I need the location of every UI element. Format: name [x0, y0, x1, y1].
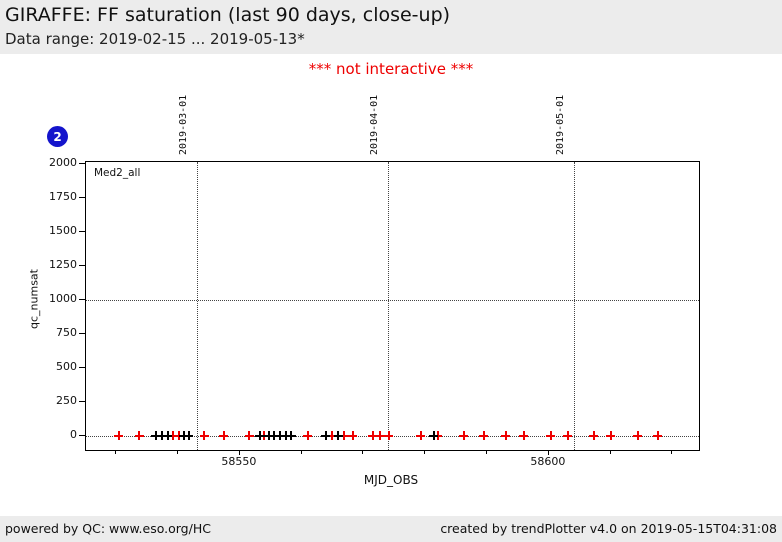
data-point-marker — [275, 431, 285, 441]
y-tick — [79, 163, 85, 165]
date-gridline — [573, 162, 575, 450]
y-tick-label: 1750 — [49, 190, 77, 204]
x-tick — [362, 450, 364, 454]
plot-canvas: Med2_all — [85, 161, 700, 451]
x-tick — [486, 450, 488, 454]
x-tick — [424, 450, 426, 454]
y-tick-label: 1000 — [49, 292, 77, 306]
footer-powered-by: powered by QC: www.eso.org/HC — [5, 521, 211, 536]
data-point-marker — [168, 431, 178, 441]
y-tick — [79, 231, 85, 233]
data-point-marker — [348, 431, 358, 441]
data-point-marker — [589, 431, 599, 441]
data-point-marker — [501, 431, 511, 441]
y-tick — [79, 333, 85, 334]
y-tick-label: 500 — [56, 360, 77, 373]
data-point-marker — [269, 431, 279, 441]
data-range: Data range: 2019-02-15 ... 2019-05-13* — [5, 30, 305, 48]
h-gridline — [86, 300, 699, 302]
y-tick-label: 250 — [56, 394, 77, 407]
y-tick — [79, 197, 85, 199]
data-point-marker — [179, 431, 189, 441]
x-tick — [300, 450, 302, 454]
date-gridline — [388, 162, 390, 450]
data-point-marker — [327, 431, 337, 441]
data-point-marker — [563, 431, 573, 441]
y-tick-label: 1500 — [49, 224, 77, 238]
data-point-marker — [479, 431, 489, 441]
x-tick — [177, 450, 179, 454]
data-point-marker — [459, 431, 469, 441]
not-interactive-note: *** not interactive *** — [308, 60, 474, 78]
data-point-marker — [151, 431, 161, 441]
data-point-marker — [286, 431, 296, 441]
page-title: GIRAFFE: FF saturation (last 90 days, cl… — [5, 4, 451, 26]
data-point-marker — [653, 431, 663, 441]
data-point-marker — [157, 431, 167, 441]
data-point-marker — [368, 431, 378, 441]
data-point-marker — [281, 431, 291, 441]
y-tick — [79, 299, 85, 301]
x-tick-label: 58600 — [530, 455, 566, 468]
data-point-marker — [375, 431, 385, 441]
y-tick — [79, 367, 85, 368]
data-point-marker — [519, 431, 528, 441]
data-point-marker — [333, 431, 343, 441]
x-major-tick — [547, 450, 549, 455]
data-point-marker — [114, 431, 124, 441]
x-tick — [609, 450, 611, 454]
data-point-marker — [184, 431, 194, 441]
data-point-marker — [255, 431, 265, 441]
x-major-tick — [238, 450, 240, 455]
y-tick-label: 1250 — [49, 258, 77, 272]
page-header: GIRAFFE: FF saturation (last 90 days, cl… — [0, 0, 782, 54]
page-footer: powered by QC: www.eso.org/HC created by… — [0, 516, 782, 542]
legend-label: Med2_all — [94, 167, 141, 179]
data-point-marker — [416, 431, 426, 441]
date-tick-label: 2019-05-01 — [554, 94, 566, 155]
date-tick-label: 2019-03-01 — [177, 94, 189, 155]
data-point-marker — [606, 431, 616, 441]
data-point-marker — [163, 431, 173, 441]
date-tick-label: 2019-04-01 — [369, 94, 381, 155]
plot-number-badge[interactable]: 2 — [47, 126, 68, 147]
y-tick — [79, 434, 85, 436]
y-tick — [79, 265, 85, 267]
data-point-marker — [244, 431, 254, 441]
x-tick — [115, 450, 117, 454]
data-point-marker — [429, 431, 439, 441]
y-tick-label: 750 — [56, 326, 77, 339]
data-point-marker — [134, 431, 144, 441]
footer-created-by: created by trendPlotter v4.0 on 2019-05-… — [440, 521, 777, 536]
date-gridline — [196, 162, 198, 450]
data-point-marker — [633, 431, 643, 441]
data-point-marker — [384, 431, 394, 441]
data-point-marker — [303, 431, 313, 441]
x-axis-label: MJD_OBS — [363, 473, 419, 487]
x-tick-label: 58550 — [221, 455, 257, 468]
data-point-marker — [339, 431, 349, 441]
data-point-marker — [321, 431, 331, 441]
data-point-marker — [174, 431, 184, 441]
x-tick — [671, 450, 673, 454]
y-tick-label: 0 — [70, 427, 77, 441]
data-point-marker — [219, 431, 229, 441]
data-point-marker — [264, 431, 274, 441]
y-tick-label: 2000 — [49, 156, 77, 170]
data-point-marker — [199, 431, 209, 441]
data-point-marker — [546, 431, 556, 441]
y-tick — [79, 401, 85, 402]
